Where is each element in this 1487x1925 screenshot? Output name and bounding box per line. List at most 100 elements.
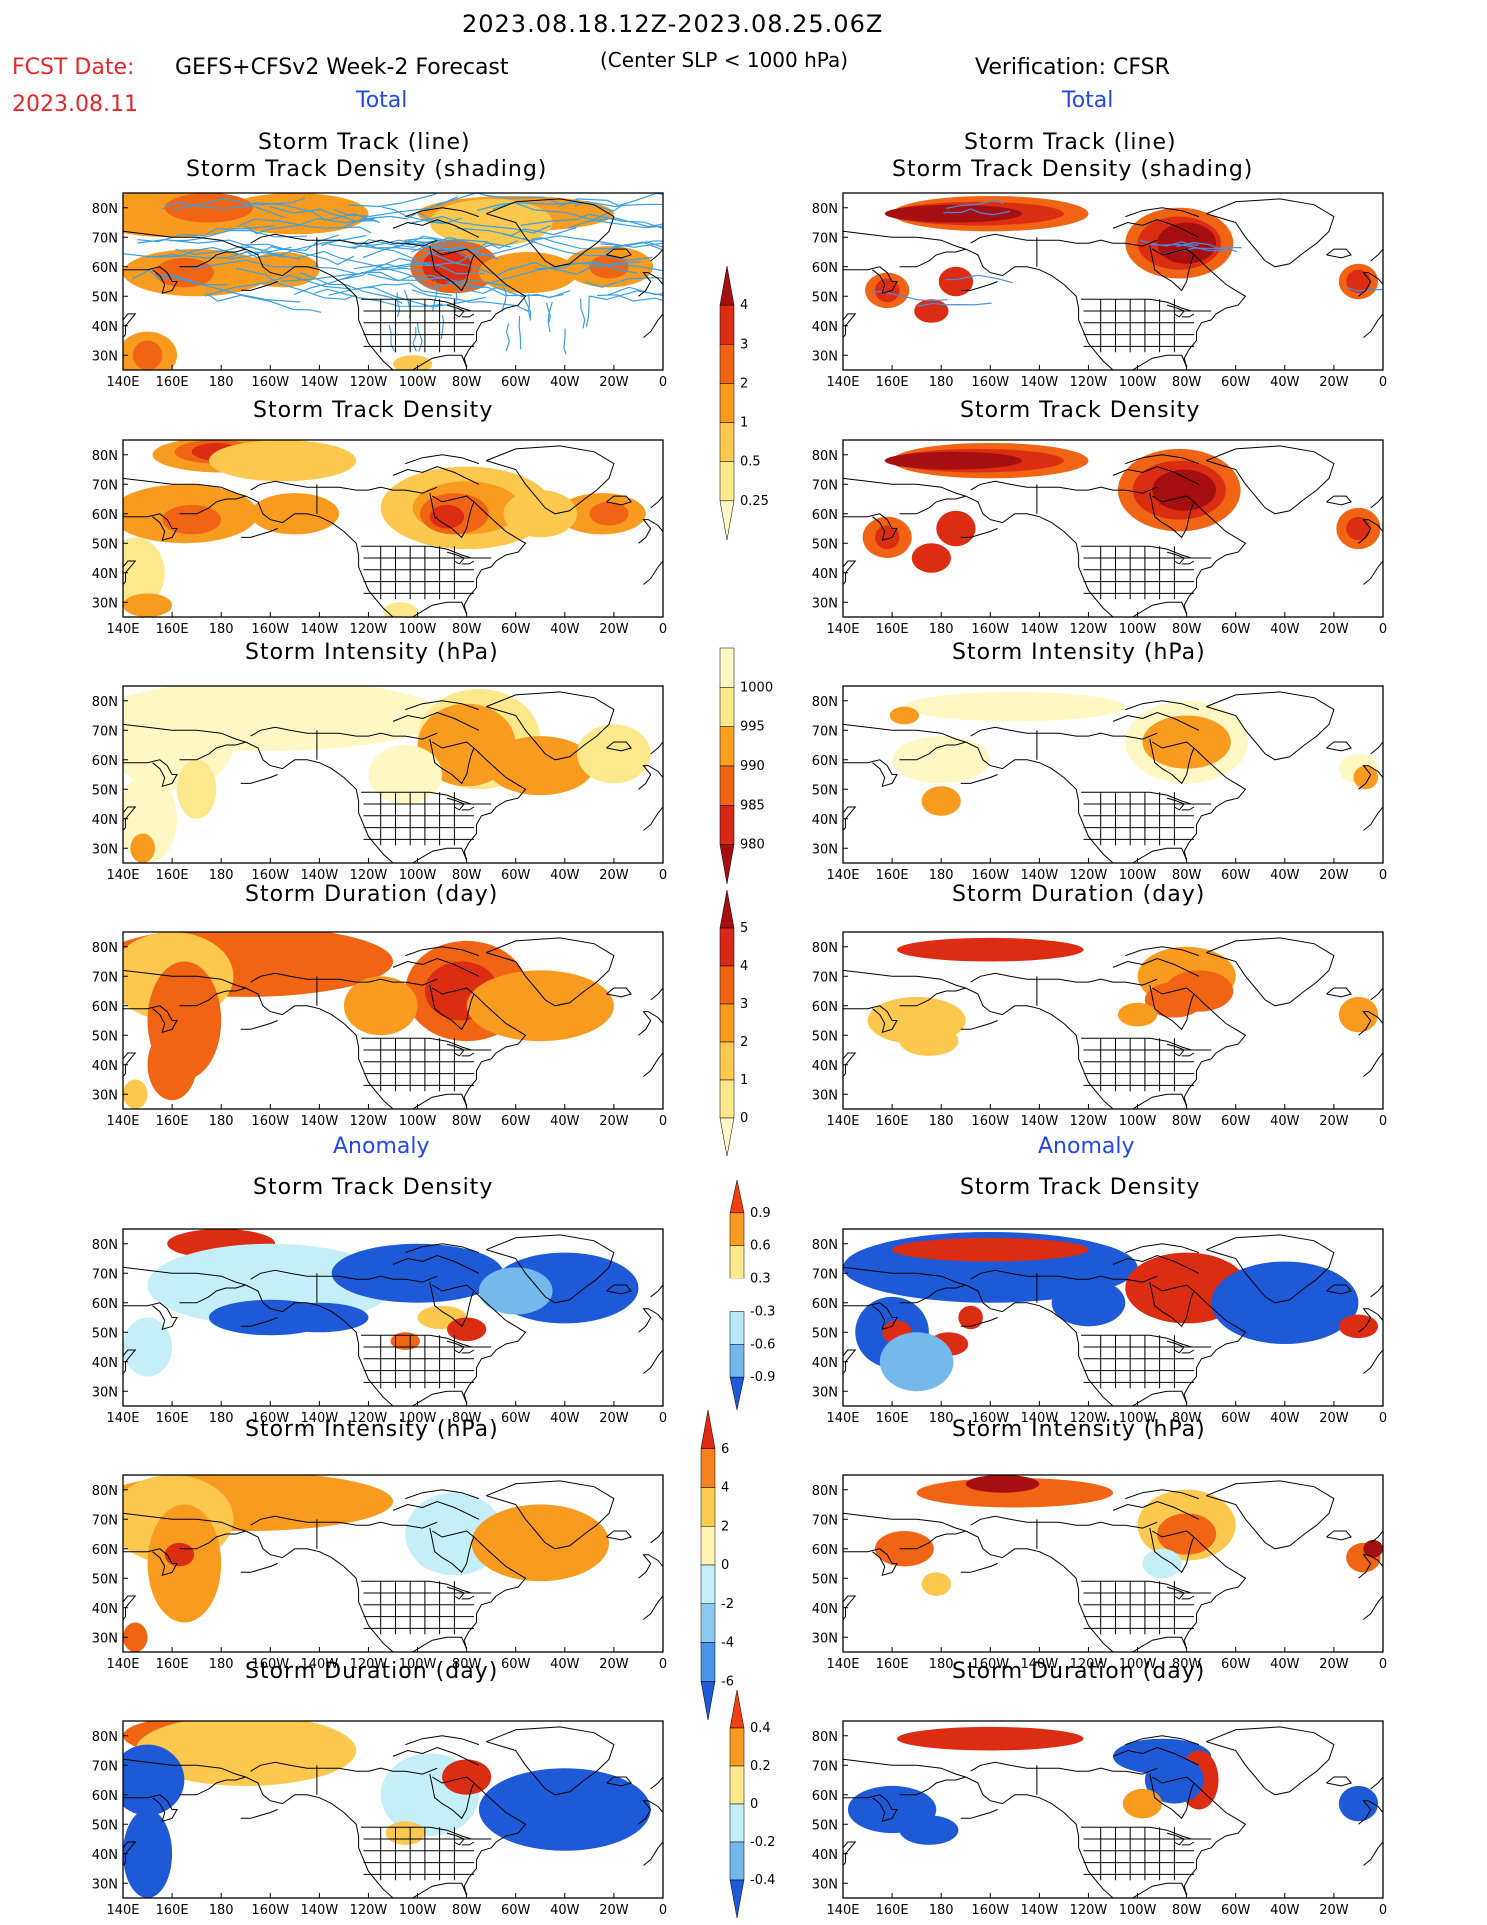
coastline: [1206, 1726, 1335, 1796]
x-tick-label: 40W: [550, 1411, 580, 1426]
coastline: [179, 495, 246, 515]
x-tick-label: 60W: [501, 375, 531, 390]
y-tick-label: 80N: [812, 695, 838, 710]
colorbar-segment: [719, 500, 735, 541]
storm-track-line: [408, 215, 551, 234]
x-tick-label: 160W: [971, 1903, 1009, 1918]
panel-title-track-shading-right: Storm Track Density (shading): [892, 157, 1254, 182]
coastline: [638, 1308, 663, 1333]
shading-cell: [1122, 1788, 1163, 1819]
x-tick-label: 140W: [1021, 1114, 1059, 1129]
coastline: [429, 1527, 475, 1574]
x-tick-label: 80W: [452, 1114, 482, 1129]
coastline: [1363, 313, 1383, 338]
x-tick-label: 0: [659, 1903, 667, 1918]
x-tick-label: 140W: [301, 1657, 339, 1672]
x-tick-label: 80W: [452, 868, 482, 883]
y-tick-label: 30N: [812, 349, 838, 364]
coastline: [960, 774, 998, 784]
shading-cell: [390, 1332, 421, 1350]
coastline: [1181, 1595, 1195, 1600]
shading-cell: [478, 1267, 553, 1315]
colorbar-label: 4: [740, 298, 748, 313]
shading-cell: [914, 299, 949, 323]
verification-label: Verification: CFSR: [975, 55, 1170, 80]
x-tick-label: 20W: [1319, 622, 1349, 637]
x-tick-label: 180: [929, 868, 954, 883]
coastline: [843, 1758, 966, 1778]
colorbar-label: 5: [740, 921, 748, 936]
coastline: [1181, 1349, 1195, 1354]
colorbar-segment: [700, 1448, 716, 1488]
map-frame: [122, 439, 664, 618]
coastline: [123, 806, 137, 832]
x-tick-label: 0: [659, 1114, 667, 1129]
x-tick-label: 100W: [399, 1114, 437, 1129]
y-tick-label: 70N: [812, 478, 838, 493]
x-tick-label: 120W: [350, 622, 388, 637]
coastline: [638, 272, 663, 297]
shading-cell: [1142, 1548, 1182, 1579]
coastline: [1125, 1489, 1200, 1500]
colorbar-label: 3: [740, 997, 748, 1012]
shading-cell: [1338, 1314, 1379, 1339]
shading-cell: [899, 1026, 959, 1056]
x-tick-label: 0: [659, 868, 667, 883]
coastline: [1370, 987, 1383, 1001]
coastline: [412, 1636, 468, 1652]
y-tick-label: 30N: [92, 596, 118, 611]
map-panel-vint: 140E 160E 180 160W 140W 120W 100W 80W 60W 40W 20W 0…: [812, 685, 1387, 883]
y-tick-label: 40N: [812, 1602, 838, 1617]
shading-field: [843, 1231, 1379, 1392]
x-tick-label: 60W: [501, 1411, 531, 1426]
shading-cell: [177, 759, 217, 819]
x-tick-label: 160E: [876, 1903, 909, 1918]
coastline: [123, 1052, 137, 1078]
coastline: [429, 492, 475, 539]
coastline: [1181, 806, 1195, 811]
x-tick-label: 120W: [350, 1657, 388, 1672]
y-tick-label: 30N: [92, 1385, 118, 1400]
map-panel-fadur: 140E 160E 180 160W 140W 120W 100W 80W 60W 40W 20W 0…: [92, 1720, 667, 1918]
map-panel-fdens: 140E 160E 180 160W 140W 120W 100W 80W 60W 40W 20W 0…: [92, 439, 667, 637]
y-tick-label: 50N: [92, 1326, 118, 1341]
coastline: [405, 946, 480, 957]
coastline: [843, 1302, 898, 1331]
storm-track-line: [1139, 239, 1199, 247]
x-tick-label: 160W: [251, 1114, 289, 1129]
colorbar-intensity-total: 1000 995 990 985 980: [719, 647, 773, 885]
y-tick-label: 80N: [92, 1484, 118, 1499]
coastline: [245, 741, 394, 863]
storm-track-line: [131, 269, 228, 286]
shading-cell: [921, 786, 961, 816]
x-tick-label: 0: [659, 1657, 667, 1672]
colorbar-label: 1: [740, 416, 748, 431]
colorbar-label: -6: [721, 1674, 734, 1689]
coastline: [1149, 1527, 1195, 1574]
coastline: [123, 1512, 246, 1532]
storm-track-line: [943, 208, 1011, 216]
coastline: [123, 230, 246, 250]
coastline: [1132, 1636, 1188, 1652]
section-total-left: Total: [356, 88, 408, 113]
colorbar-label: 985: [740, 798, 765, 813]
storm-track-line: [205, 292, 322, 313]
coastline: [638, 1800, 663, 1825]
panel-title-duration-left: Storm Duration (day): [245, 882, 499, 907]
coastline: [843, 1005, 898, 1034]
y-tick-label: 70N: [812, 724, 838, 739]
storm-track-line: [476, 201, 626, 212]
x-tick-label: 100W: [399, 622, 437, 637]
colorbar-intensity-anom: 6 4 2 0 -2 -4 -6: [700, 1409, 734, 1721]
shading-cell: [343, 976, 418, 1036]
coastline: [179, 987, 246, 1007]
x-tick-label: 40W: [550, 1114, 580, 1129]
coastline: [965, 1776, 1114, 1898]
colorbar-label: 0.9: [750, 1206, 771, 1221]
x-tick-label: 60W: [1221, 1903, 1251, 1918]
section-total-right: Total: [1062, 88, 1114, 113]
storm-track-line: [535, 262, 663, 272]
x-tick-label: 60W: [1221, 622, 1251, 637]
panel-title-anom-intensity-left: Storm Intensity (hPa): [245, 1417, 499, 1442]
storm-track-line: [396, 239, 518, 249]
